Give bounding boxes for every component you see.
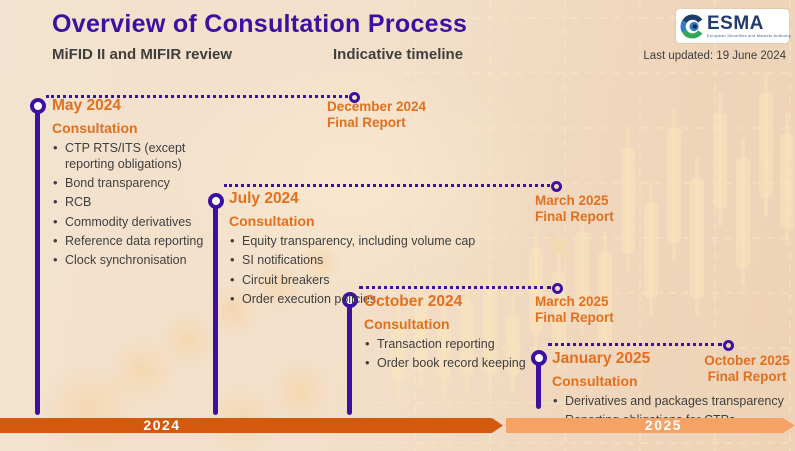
event-phase: Consultation bbox=[364, 316, 450, 332]
list-item: CTP RTS/ITS (except reporting obligation… bbox=[52, 140, 230, 173]
list-item: Derivatives and packages transparency bbox=[552, 393, 792, 410]
list-item: Equity transparency, including volume ca… bbox=[229, 233, 529, 250]
milestone-december-2024: December 2024 Final Report bbox=[327, 99, 426, 130]
milestone-date: March 2025 bbox=[535, 294, 609, 309]
list-item: Transaction reporting bbox=[364, 336, 574, 353]
milestone-march-2025-a: March 2025 Final Report bbox=[535, 193, 614, 224]
milestone-ring-icon bbox=[551, 181, 562, 192]
event-item-list: Transaction reporting Order book record … bbox=[364, 336, 574, 372]
event-phase: Consultation bbox=[229, 213, 315, 229]
milestone-october-2025: October 2025 Final Report bbox=[700, 353, 794, 384]
event-start-date: May 2024 bbox=[52, 97, 121, 114]
event-phase: Consultation bbox=[552, 373, 638, 389]
last-updated-text: Last updated: 19 June 2024 bbox=[643, 50, 786, 62]
timeline-vertical-line bbox=[347, 300, 352, 415]
list-item: Order book record keeping bbox=[364, 355, 574, 372]
milestone-phase: Final Report bbox=[535, 309, 614, 325]
timeline-vertical-line bbox=[536, 358, 541, 409]
esma-logo-icon bbox=[680, 14, 703, 39]
event-item-list: CTP RTS/ITS (except reporting obligation… bbox=[52, 140, 230, 269]
list-item: Commodity derivatives bbox=[52, 214, 230, 231]
page-title: Overview of Consultation Process bbox=[52, 10, 468, 38]
year-bar-label: 2024 bbox=[143, 417, 181, 433]
list-item: Reference data reporting bbox=[52, 233, 230, 250]
dotted-connector bbox=[224, 184, 550, 187]
milestone-march-2025-b: March 2025 Final Report bbox=[535, 294, 614, 325]
milestone-phase: Final Report bbox=[327, 114, 406, 130]
event-start-date: July 2024 bbox=[229, 190, 299, 207]
subtitle-mifid: MiFID II and MIFIR review bbox=[52, 46, 233, 63]
milestone-ring-icon bbox=[723, 340, 734, 351]
milestone-date: March 2025 bbox=[535, 193, 609, 208]
list-item: Clock synchronisation bbox=[52, 252, 230, 269]
event-may-2024: May 2024 Consultation CTP RTS/ITS (excep… bbox=[52, 97, 237, 272]
dotted-connector bbox=[548, 343, 722, 346]
milestone-phase: Final Report bbox=[535, 208, 614, 224]
timeline-vertical-line bbox=[35, 105, 40, 415]
milestone-date: October 2025 bbox=[704, 353, 790, 368]
list-item: RCB bbox=[52, 194, 230, 211]
year-bar-label: 2025 bbox=[644, 417, 683, 433]
esma-logo-text: ESMA bbox=[707, 13, 764, 34]
year-bar-2024: 2024 bbox=[0, 418, 503, 433]
esma-logo: ESMA European Securities and Markets Aut… bbox=[676, 9, 792, 43]
year-bar-2025: 2025 bbox=[506, 418, 795, 433]
list-item: Bond transparency bbox=[52, 175, 230, 192]
list-item: SI notifications bbox=[229, 252, 529, 269]
esma-logo-tagline: European Securities and Markets Authorit… bbox=[707, 33, 792, 38]
event-start-date: January 2025 bbox=[552, 350, 651, 367]
event-phase: Consultation bbox=[52, 120, 138, 136]
subtitle-indicative-timeline: Indicative timeline bbox=[333, 46, 464, 63]
milestone-date: December 2024 bbox=[327, 99, 427, 114]
list-item: Circuit breakers bbox=[229, 272, 529, 289]
milestone-phase: Final Report bbox=[707, 368, 787, 384]
timeline-node-icon bbox=[30, 98, 46, 114]
